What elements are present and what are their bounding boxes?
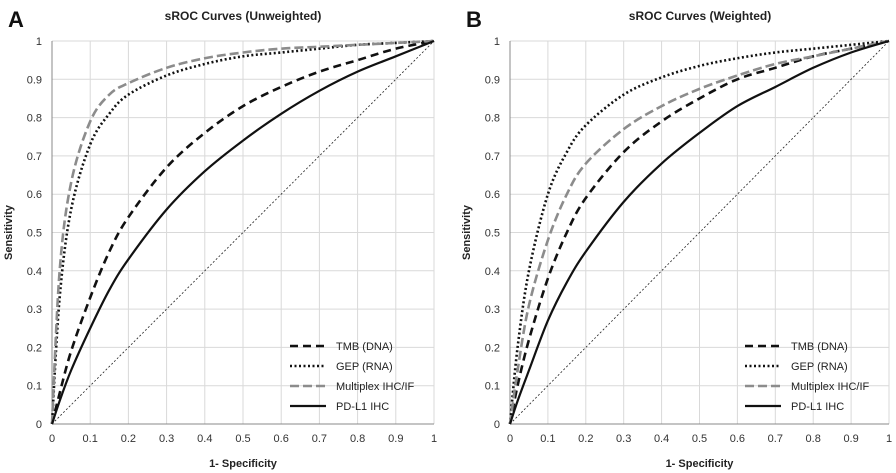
panel-b-legend-label-pd-l1-ihc: PD-L1 IHC xyxy=(791,401,844,413)
panel-b-x-tick-label: 0 xyxy=(507,433,513,445)
panel-b-legend: TMB (DNA) GEP (RNA) Multiplex IHC/IF PD-L1 … xyxy=(745,341,870,413)
panel-a-series-multiplex-ihc-if-line xyxy=(50,39,435,425)
panel-a-x-tick-label: 0.8 xyxy=(350,433,365,445)
panel-b-y-axis-label: Sensitivity xyxy=(461,204,473,260)
panel-b-series-multiplex-ihc-if-line xyxy=(508,39,890,425)
panel-b-y-tick-label: 0 xyxy=(494,419,500,431)
panel-b-y-tick-label: 0.4 xyxy=(485,266,500,278)
panel-a-y-tick-label: 0 xyxy=(36,419,42,431)
panel-b-x-tick-label: 0.9 xyxy=(843,433,858,445)
panel-a-x-tick-label: 0.7 xyxy=(312,433,327,445)
panel-a-y-tick-label: 1 xyxy=(36,36,42,48)
panel-a-legend-label-multiplex-ihc-if: Multiplex IHC/IF xyxy=(336,381,415,393)
panel-a-y-tick-label: 0.9 xyxy=(27,74,42,86)
panel-a-y-tick-label: 0.1 xyxy=(27,381,42,393)
panel-a-letter: A xyxy=(8,7,24,32)
panel-b-x-tick-label: 0.2 xyxy=(578,433,593,445)
panel-b-x-tick-label: 1 xyxy=(886,433,892,445)
panel-a-x-tick-label: 0.6 xyxy=(274,433,289,445)
panel-b-y-tick-label: 0.8 xyxy=(485,113,500,125)
panel-a-y-axis-label: Sensitivity xyxy=(3,204,15,260)
panel-b-x-tick-label: 0.6 xyxy=(730,433,745,445)
panel-b-x-tick-label: 0.8 xyxy=(806,433,821,445)
panel-a-x-tick-label: 0.3 xyxy=(159,433,174,445)
panel-a-y-tick-label: 0.4 xyxy=(27,266,42,278)
panel-b-x-tick-label: 0.3 xyxy=(616,433,631,445)
panel-a-title: sROC Curves (Unweighted) xyxy=(165,9,322,23)
panel-b-y-tick-label: 1 xyxy=(494,36,500,48)
panel-a-legend-label-tmb-dna: TMB (DNA) xyxy=(336,341,393,353)
panel-b-x-axis-label: 1- Specificity xyxy=(666,458,735,470)
panel-a-y-tick-label: 0.8 xyxy=(27,113,42,125)
panel-a-x-tick-label: 0 xyxy=(49,433,55,445)
panel-a-x-tick-label: 0.2 xyxy=(121,433,136,445)
panel-b-y-tick-label: 0.5 xyxy=(485,228,500,240)
panel-b-y-tick-label: 0.6 xyxy=(485,189,500,201)
panel-b-title: sROC Curves (Weighted) xyxy=(629,9,771,23)
panel-a-y-tick-label: 0.6 xyxy=(27,189,42,201)
panel-b-y-tick-label: 0.9 xyxy=(485,74,500,86)
panel-a-series-tmb-dna-line xyxy=(50,39,435,425)
panel-a-y-tick-label: 0.7 xyxy=(27,151,42,163)
panel-b-legend-label-tmb-dna: TMB (DNA) xyxy=(791,341,848,353)
panel-b-legend-label-gep-rna: GEP (RNA) xyxy=(791,361,848,373)
panel-b-x-tick-label: 0.4 xyxy=(654,433,669,445)
panel-b-legend-label-multiplex-ihc-if: Multiplex IHC/IF xyxy=(791,381,870,393)
panel-b-letter: B xyxy=(466,7,482,32)
panel-b-y-tick-label: 0.1 xyxy=(485,381,500,393)
panel-a-x-axis-label: 1- Specificity xyxy=(209,458,278,470)
panel-b-x-tick-label: 0.1 xyxy=(540,433,555,445)
panel-a-legend: TMB (DNA) GEP (RNA) Multiplex IHC/IF PD-L1 … xyxy=(290,341,415,413)
panel-a-legend-label-pd-l1-ihc: PD-L1 IHC xyxy=(336,401,389,413)
panel-a-y-tick-label: 0.3 xyxy=(27,304,42,316)
panel-a-y-tick-label: 0.2 xyxy=(27,342,42,354)
panel-a-series-pd-l1-ihc-line xyxy=(50,39,435,425)
panel-a-x-tick-label: 0.4 xyxy=(197,433,212,445)
panel-a-series-gep-rna-line xyxy=(50,39,435,425)
panel-b-y-tick-label: 0.7 xyxy=(485,151,500,163)
panel-b-x-tick-label: 0.5 xyxy=(692,433,707,445)
panel-a-x-tick-label: 0.9 xyxy=(388,433,403,445)
panel-a-x-tick-label: 0.1 xyxy=(83,433,98,445)
panel-b-y-tick-label: 0.3 xyxy=(485,304,500,316)
panel-a-x-tick-label: 0.5 xyxy=(235,433,250,445)
panel-a-legend-label-gep-rna: GEP (RNA) xyxy=(336,361,393,373)
panel-b-series-pd-l1-ihc-line xyxy=(508,39,890,425)
panel-a-x-tick-label: 1 xyxy=(431,433,437,445)
panel-b-y-tick-label: 0.2 xyxy=(485,342,500,354)
panel-b-series-reference-line xyxy=(509,40,890,425)
panel-a-y-tick-label: 0.5 xyxy=(27,228,42,240)
panel-a-series-reference-line xyxy=(51,40,435,425)
panel-b-x-tick-label: 0.7 xyxy=(768,433,783,445)
panel-b-series-gep-rna-line xyxy=(508,39,890,425)
